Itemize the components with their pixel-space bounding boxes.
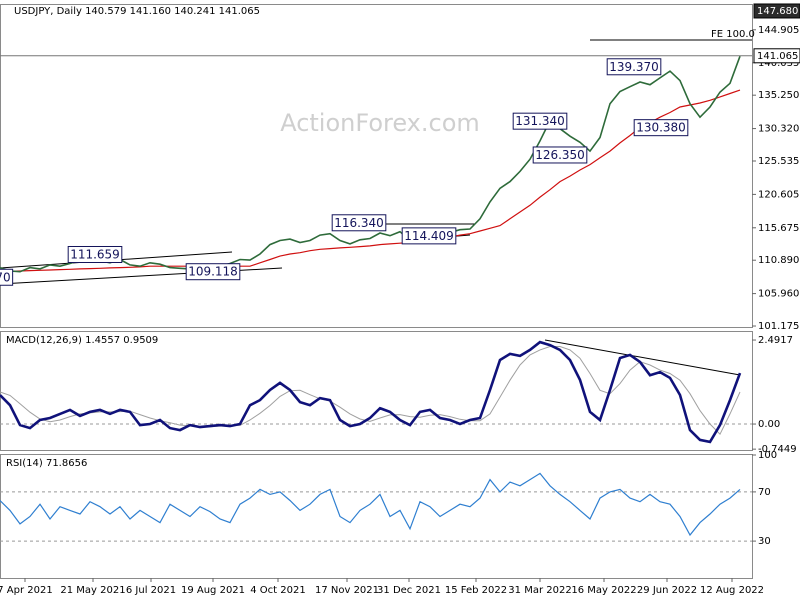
- y-tick-label: 130.320: [758, 124, 799, 135]
- x-tick-label: 4 Oct 2021: [250, 585, 305, 596]
- x-tick-label: 15 Feb 2022: [445, 585, 507, 596]
- y-tick-label: 115.675: [758, 223, 799, 234]
- x-tick-label: 6 Jul 2021: [126, 585, 176, 596]
- y-tick-label: 101.175: [758, 321, 799, 332]
- annotation: 109.118: [188, 265, 238, 279]
- price-panel: [0, 4, 753, 328]
- macd-title: MACD(12,26,9) 1.4557 0.9509: [6, 335, 158, 346]
- rsi-panel: [0, 454, 753, 579]
- series-line: [0, 55, 741, 273]
- price-title: USDJPY, Daily 140.579 141.160 140.241 14…: [14, 6, 260, 17]
- annotation-box: [633, 119, 689, 137]
- annotation: 111.659: [70, 247, 120, 261]
- x-tick-label: 12 Aug 2022: [700, 585, 764, 596]
- price-marker-label: 147.680: [757, 6, 798, 17]
- series-line: [0, 472, 741, 537]
- macd-trend-line: [544, 339, 741, 376]
- annotation: 70: [0, 270, 11, 284]
- y-tick-label: 110.890: [758, 255, 799, 266]
- annotation: 126.350: [535, 148, 585, 162]
- annotation: 114.409: [404, 229, 454, 243]
- y-tick-label: 125.535: [758, 156, 799, 167]
- y-tick-label: 144.905: [758, 25, 799, 36]
- x-tick-label: 31 Dec 2021: [377, 585, 441, 596]
- rsi-title: RSI(14) 71.8656: [6, 458, 87, 469]
- y-tick-label: 120.605: [758, 189, 799, 200]
- annotation-box: [0, 268, 14, 286]
- annotation-box: [532, 146, 588, 164]
- price-marker-label: 141.065: [757, 51, 798, 62]
- series-line: [0, 89, 741, 273]
- y-tick-label: 30: [758, 536, 771, 547]
- x-tick-label: 31 Mar 2022: [508, 585, 571, 596]
- macd-panel: [0, 331, 753, 451]
- x-tick-label: 29 Jun 2022: [637, 585, 697, 596]
- annotation-box: [401, 227, 457, 245]
- x-tick-label: 21 May 2021: [60, 585, 125, 596]
- y-tick-label: 70: [758, 487, 771, 498]
- y-tick-label: 105.960: [758, 289, 799, 300]
- y-tick-label: 135.250: [758, 90, 799, 101]
- x-tick-label: 19 Aug 2021: [181, 585, 245, 596]
- series-line: [0, 340, 742, 444]
- y-tick-label: 100: [758, 450, 777, 461]
- annotation: 116.340: [334, 216, 384, 230]
- x-tick-label: 16 May 2022: [571, 585, 636, 596]
- price-marker: [753, 3, 800, 19]
- annotation-box: [606, 58, 662, 76]
- annotation-box: [185, 263, 241, 281]
- y-tick-label: 0.00: [758, 419, 780, 430]
- watermark: ActionForex.com: [280, 109, 480, 137]
- annotation: 130.380: [636, 121, 686, 135]
- x-tick-label: 17 Nov 2021: [315, 585, 379, 596]
- annotation-box: [331, 214, 387, 232]
- annotation-box: [512, 112, 568, 130]
- annotation: 139.370: [609, 60, 659, 74]
- price-marker: [753, 48, 800, 64]
- x-tick-label: 7 Apr 2021: [0, 585, 53, 596]
- annotation-box: [67, 245, 123, 263]
- y-tick-label: -0.7449: [758, 444, 797, 455]
- y-tick-label: 2.4917: [758, 335, 793, 346]
- annotation: FE 100.0: [711, 29, 755, 40]
- annotation: 131.340: [515, 114, 565, 128]
